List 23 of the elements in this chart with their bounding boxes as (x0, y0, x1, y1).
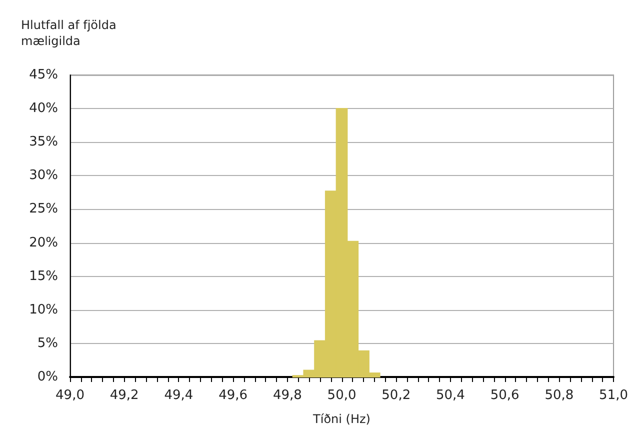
x-tick-label: 49,8 (272, 388, 302, 403)
x-tick-label: 49,0 (56, 388, 84, 403)
x-tick-label: 49,4 (164, 388, 194, 403)
y-tick-label: 10% (29, 302, 58, 318)
y-tick-label: 35% (29, 134, 58, 150)
y-tick-label: 5% (37, 336, 58, 351)
x-tick-label: 51,0 (599, 388, 628, 403)
y-axis-title: Hlutfall af fjölda mæligilda (21, 18, 120, 48)
x-tick-label: 50,2 (382, 388, 411, 403)
x-tick-label: 49,2 (110, 388, 139, 403)
x-axis-title: Tíðni (Hz) (312, 412, 370, 426)
y-tick-label: 20% (29, 235, 58, 250)
y-tick-label: 40% (29, 101, 58, 116)
y-tick-label: 45% (29, 68, 58, 82)
x-tick-label: 50,0 (327, 388, 356, 403)
x-tick-label: 50,4 (436, 388, 465, 403)
y-tick-label: 30% (29, 168, 58, 184)
y-tick-label: 0% (37, 370, 58, 384)
x-tick-label: 50,8 (544, 388, 574, 403)
y-tick-label: 25% (29, 202, 58, 217)
y-tick-label: 15% (29, 268, 58, 284)
x-tick-label: 50,6 (490, 388, 520, 403)
x-tick-label: 49,6 (218, 388, 248, 403)
